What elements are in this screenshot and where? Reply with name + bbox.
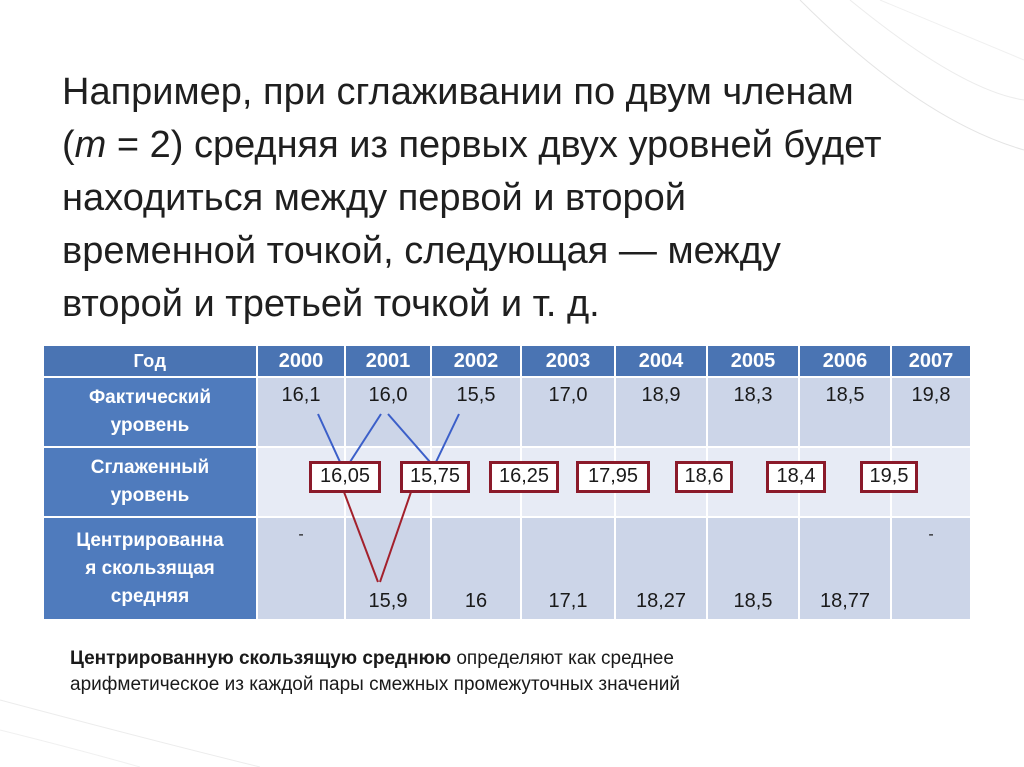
row-label-line: Фактический (88, 387, 212, 408)
smoothed-value-box: 19,5 (860, 461, 918, 493)
actual-value: 16,1 (256, 376, 346, 448)
smoothed-value-box: 15,75 (400, 461, 470, 493)
smoothed-value-box: 17,95 (576, 461, 650, 493)
row-label-line: Центрированна (76, 529, 224, 551)
row-label-line: уровень (110, 485, 190, 506)
slide-heading: Например, при сглаживании по двум членам… (62, 66, 992, 331)
row-label-line: средняя (110, 585, 190, 607)
actual-value: 17,0 (520, 376, 616, 448)
smoothed-value-box: 18,4 (766, 461, 826, 493)
heading-paren: ( (62, 124, 75, 166)
heading-line-1: Например, при сглаживании по двум членам (62, 71, 854, 113)
actual-value: 16,0 (344, 376, 432, 448)
year-cell: 2000 (256, 344, 346, 378)
row-label-line: Сглаженный (90, 457, 210, 478)
year-cell: 2006 (798, 344, 892, 378)
caption-rest: определяют как среднее (451, 648, 674, 669)
actual-value: 18,3 (706, 376, 800, 448)
row-label-line: уровень (110, 415, 190, 436)
header-row: Год 2000 2001 2002 2003 2004 2005 2006 2… (42, 344, 972, 378)
caption-term: Центрированную скользящую среднюю (70, 648, 452, 669)
centered-value: 15,9 (344, 516, 432, 621)
row-label-line: я скользящая (85, 557, 215, 579)
year-cell: 2001 (344, 344, 432, 378)
caption-line-1: Центрированную скользящую среднюю опреде… (70, 646, 970, 672)
moving-average-table: Год 2000 2001 2002 2003 2004 2005 2006 2… (42, 344, 972, 621)
centered-value: 18,27 (614, 516, 708, 621)
year-cell: 2003 (520, 344, 616, 378)
centered-value: - (890, 516, 972, 621)
smoothed-value-box: 16,05 (309, 461, 381, 493)
actual-value: 18,9 (614, 376, 708, 448)
actual-value: 19,8 (890, 376, 972, 448)
smoothed-value-box: 18,6 (675, 461, 733, 493)
heading-line-2: (m = 2) средняя из первых двух уровней б… (62, 119, 992, 172)
actual-value: 18,5 (798, 376, 892, 448)
year-cell: 2004 (614, 344, 708, 378)
centered-value: - (256, 516, 346, 621)
centered-value: 17,1 (520, 516, 616, 621)
actual-value: 15,5 (430, 376, 522, 448)
actual-level-row: Фактический уровень 16,1 16,0 15,5 17,0 … (42, 376, 972, 448)
year-cell: 2007 (890, 344, 972, 378)
heading-variable-m: m (74, 124, 107, 166)
actual-level-label: Фактический уровень (42, 376, 258, 448)
year-cell: 2002 (430, 344, 522, 378)
smoothed-value-box: 16,25 (489, 461, 559, 493)
year-header: Год (42, 344, 258, 378)
centered-value: 18,77 (798, 516, 892, 621)
caption: Центрированную скользящую среднюю опреде… (70, 646, 970, 698)
centered-average-label: Центрированна я скользящая средняя (42, 516, 258, 621)
centered-value: 16 (430, 516, 522, 621)
heading-line-4: временной точкой, следующая — между (62, 230, 781, 272)
centered-value: 18,5 (706, 516, 800, 621)
year-cell: 2005 (706, 344, 800, 378)
caption-line-2: арифметическое из каждой пары смежных пр… (70, 674, 680, 695)
centered-average-row: Центрированна я скользящая средняя - 15,… (42, 516, 972, 621)
heading-line-2-rest: = 2) средняя из первых двух уровней буде… (106, 124, 882, 166)
heading-line-3: находиться между первой и второй (62, 177, 686, 219)
smoothed-level-label: Сглаженный уровень (42, 446, 258, 518)
heading-line-5: второй и третьей точкой и т. д. (62, 283, 600, 325)
